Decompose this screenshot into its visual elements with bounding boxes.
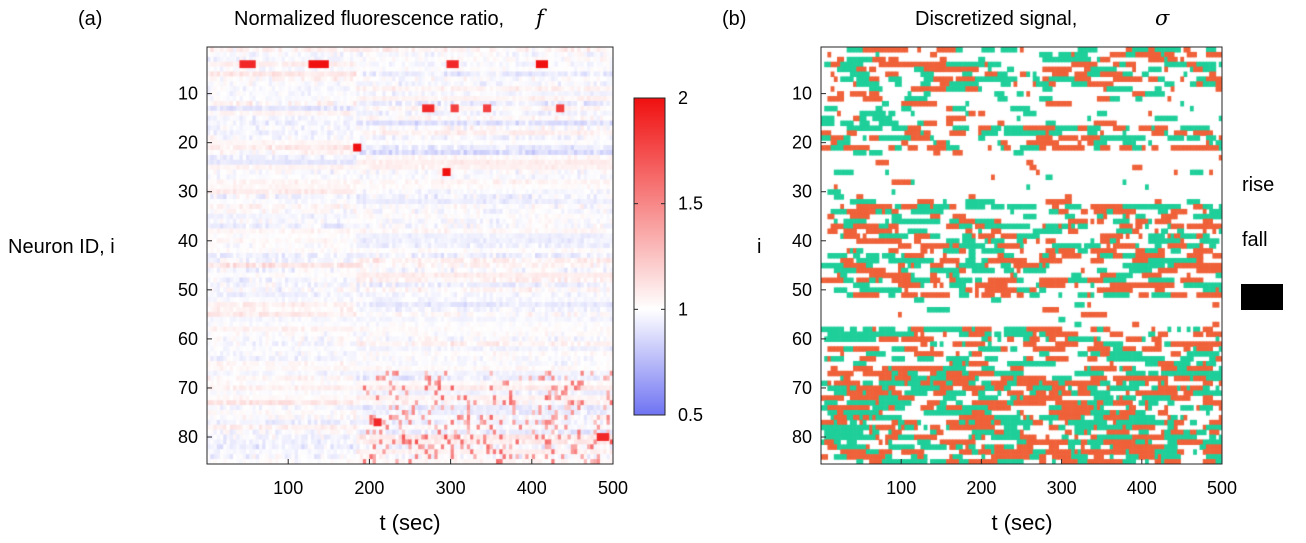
colorbar-ticks: 0.5 1 1.5 2 (634, 88, 703, 425)
heatmap-b-canvas (821, 47, 1222, 464)
a-xtick-label: 500 (598, 478, 628, 498)
b-xtick-label: 200 (966, 478, 996, 498)
chart-b-title-symbol: σ (1155, 6, 1170, 30)
panel-label-a: (a) (78, 8, 102, 30)
b-xtick-label: 300 (1047, 478, 1077, 498)
a-xtick-label: 300 (436, 478, 466, 498)
legend-rise-label: rise (1242, 174, 1274, 196)
a-ytick-label: 70 (178, 378, 198, 398)
chart-b-title: Discretized signal, (915, 8, 1077, 30)
b-xtick-label: 400 (1127, 478, 1157, 498)
heatmap-a-canvas (207, 47, 613, 464)
panel-label-b: (b) (722, 8, 746, 30)
a-ytick-label: 80 (178, 427, 198, 447)
b-ytick-label: 80 (792, 427, 812, 447)
legend-flat-label: flat (1244, 287, 1271, 309)
b-ytick-label: 20 (792, 133, 812, 153)
a-xtick-label: 100 (273, 478, 303, 498)
a-ytick-label: 40 (178, 231, 198, 251)
a-ytick-label: 50 (178, 280, 198, 300)
colorbar: 0.5 1 1.5 2 (633, 88, 703, 425)
a-ytick-label: 30 (178, 182, 198, 202)
chart-a-ylabel: Neuron ID, i (8, 236, 115, 258)
chart-b-xlabel: t (sec) (991, 510, 1052, 535)
b-ytick-label: 70 (792, 378, 812, 398)
colorbar-tick-label: 2 (678, 88, 688, 108)
b-ytick-label: 40 (792, 231, 812, 251)
colorbar-tick-label: 1.5 (678, 194, 703, 214)
heatmap-b-axes: 100 200 300 400 500 10 20 30 40 50 60 70 80 (792, 84, 1237, 498)
a-ytick-label: 60 (178, 329, 198, 349)
heatmap-a-frame (206, 46, 614, 465)
b-ytick-label: 30 (792, 182, 812, 202)
b-ytick-label: 10 (792, 84, 812, 104)
legend-b: rise fall flat (1241, 174, 1283, 310)
colorbar-tick-label: 1 (678, 299, 688, 319)
chart-a-title: Normalized fluorescence ratio, (234, 8, 504, 30)
chart-a-title-symbol: f (534, 6, 547, 30)
legend-flat-swatch (1241, 284, 1283, 310)
b-xtick-label: 100 (886, 478, 916, 498)
colorbar-tick-label: 0.5 (678, 405, 703, 425)
a-xtick-label: 200 (354, 478, 384, 498)
a-xtick-label: 400 (517, 478, 547, 498)
a-ytick-label: 20 (178, 133, 198, 153)
heatmap-b-frame (820, 46, 1223, 465)
chart-b-ylabel: i (757, 236, 761, 258)
heatmap-a-plot (206, 46, 614, 465)
heatmap-a-axes: 100 200 300 400 500 10 20 30 40 50 60 70 80 (178, 84, 628, 498)
chart-a-xlabel: t (sec) (379, 510, 440, 535)
b-xtick-label: 500 (1207, 478, 1237, 498)
b-ytick-label: 50 (792, 280, 812, 300)
b-ytick-label: 60 (792, 329, 812, 349)
colorbar-gradient (633, 97, 666, 416)
a-ytick-label: 10 (178, 84, 198, 104)
heatmap-b-plot (820, 46, 1223, 465)
legend-fall-label: fall (1242, 229, 1268, 251)
